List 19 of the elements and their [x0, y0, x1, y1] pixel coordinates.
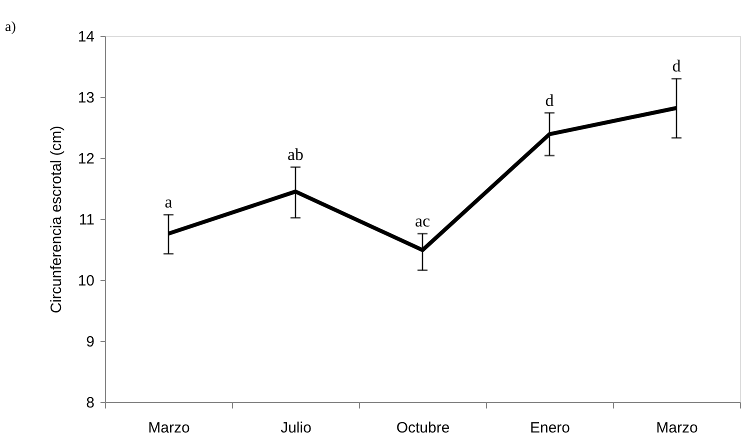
annotation: ac: [414, 212, 430, 231]
x-tick-label: Marzo: [148, 420, 190, 436]
y-tick-label: 10: [78, 272, 94, 290]
x-tick-label: Octubre: [396, 420, 450, 436]
y-tick-label: 11: [78, 212, 94, 228]
annotation: d: [672, 56, 682, 76]
text: a): [5, 20, 16, 35]
x-tick-label: Julio: [280, 420, 312, 436]
y-tick-label: 9: [86, 334, 94, 350]
x-tick-label: Marzo: [656, 420, 698, 436]
annotation: a: [164, 192, 173, 212]
y-tick-label: 14: [78, 28, 94, 46]
y-tick-label: 13: [78, 90, 94, 106]
x-tick-label: Enero: [530, 420, 570, 436]
annotation: d: [545, 90, 554, 110]
y-axis-title: Circunferencia escrotal (cm): [48, 126, 65, 314]
y-tick-label: 8: [86, 394, 94, 412]
annotation: ab: [287, 145, 304, 164]
y-tick-label: 12: [78, 150, 94, 168]
